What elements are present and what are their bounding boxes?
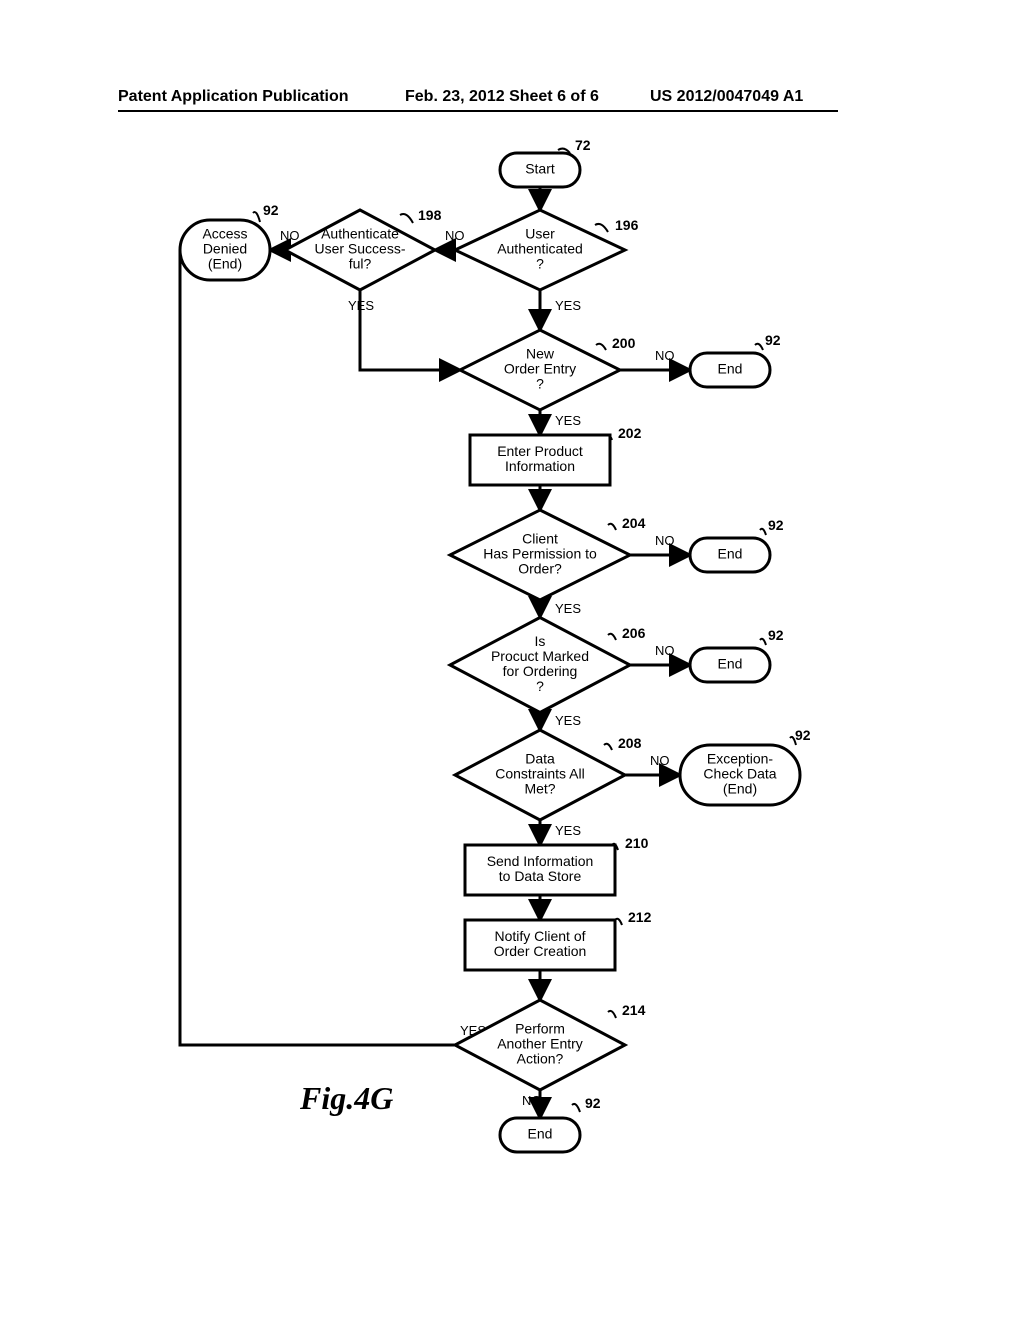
node-t92c: End 92 bbox=[690, 517, 784, 572]
svg-text:Authenticated: Authenticated bbox=[497, 241, 583, 257]
svg-text:Denied: Denied bbox=[203, 241, 247, 257]
svg-text:NO: NO bbox=[655, 348, 675, 363]
svg-text:206: 206 bbox=[622, 625, 646, 641]
svg-text:Order Creation: Order Creation bbox=[494, 943, 587, 959]
svg-text:Exception-: Exception- bbox=[707, 751, 773, 767]
svg-text:Action?: Action? bbox=[517, 1051, 564, 1067]
svg-text:NO: NO bbox=[280, 228, 300, 243]
node-t92a: AccessDenied(End) 92 bbox=[180, 202, 279, 280]
svg-text:NO: NO bbox=[445, 228, 465, 243]
svg-text:NO: NO bbox=[655, 533, 675, 548]
svg-text:Send Information: Send Information bbox=[487, 853, 594, 869]
svg-text:92: 92 bbox=[768, 627, 784, 643]
svg-text:End: End bbox=[718, 361, 743, 377]
node-p212: Notify Client ofOrder Creation 212 bbox=[465, 909, 652, 970]
node-t92f: End 92 bbox=[500, 1095, 601, 1152]
node-d206: IsProcuct Markedfor Ordering? 206 bbox=[450, 618, 646, 713]
svg-text:200: 200 bbox=[612, 335, 636, 351]
node-p202: Enter ProductInformation 202 bbox=[470, 425, 642, 485]
page: Patent Application Publication Feb. 23, … bbox=[0, 0, 1024, 1320]
svg-text:to Data Store: to Data Store bbox=[499, 868, 582, 884]
node-p210: Send Informationto Data Store 210 bbox=[465, 835, 649, 895]
svg-text:92: 92 bbox=[585, 1095, 601, 1111]
svg-text:198: 198 bbox=[418, 207, 442, 223]
node-d208: DataConstraints AllMet? 208 bbox=[455, 730, 642, 820]
svg-text:Is: Is bbox=[535, 633, 546, 649]
svg-text:User: User bbox=[525, 226, 555, 242]
svg-text:72: 72 bbox=[575, 137, 591, 153]
svg-text:User Success-: User Success- bbox=[314, 241, 405, 257]
node-d214: PerformAnother EntryAction? 214 bbox=[455, 1000, 646, 1090]
svg-text:YES: YES bbox=[555, 601, 581, 616]
node-t92d: End 92 bbox=[690, 627, 784, 682]
figure-label: Fig.4G bbox=[300, 1080, 393, 1117]
svg-text:Start: Start bbox=[525, 161, 555, 177]
svg-text:Check Data: Check Data bbox=[703, 766, 776, 782]
svg-text:Enter Product: Enter Product bbox=[497, 443, 583, 459]
svg-text:92: 92 bbox=[768, 517, 784, 533]
svg-text:ful?: ful? bbox=[349, 256, 372, 272]
svg-text:Data: Data bbox=[525, 751, 555, 767]
svg-text:92: 92 bbox=[263, 202, 279, 218]
svg-text:YES: YES bbox=[555, 413, 581, 428]
node-d196: UserAuthenticated? 196 bbox=[455, 210, 639, 290]
svg-text:Procuct Marked: Procuct Marked bbox=[491, 648, 589, 664]
svg-text:92: 92 bbox=[795, 727, 811, 743]
svg-text:202: 202 bbox=[618, 425, 642, 441]
svg-text:for Ordering: for Ordering bbox=[503, 663, 578, 679]
svg-text:?: ? bbox=[536, 256, 544, 272]
svg-text:208: 208 bbox=[618, 735, 642, 751]
node-d204: ClientHas Permission toOrder? 204 bbox=[450, 510, 646, 600]
svg-text:Authenticate: Authenticate bbox=[321, 226, 399, 242]
svg-text:YES: YES bbox=[555, 298, 581, 313]
node-t92b: End 92 bbox=[690, 332, 781, 387]
flowchart-svg: NONOYESYESNOYESNOYESNOYESNOYESYESNOStart… bbox=[0, 0, 1024, 1320]
svg-text:?: ? bbox=[536, 678, 544, 694]
svg-text:(End): (End) bbox=[208, 256, 242, 272]
svg-text:Client: Client bbox=[522, 531, 558, 547]
svg-text:End: End bbox=[718, 546, 743, 562]
svg-text:214: 214 bbox=[622, 1002, 646, 1018]
svg-text:New: New bbox=[526, 346, 555, 362]
svg-text:YES: YES bbox=[348, 298, 374, 313]
svg-text:NO: NO bbox=[650, 753, 670, 768]
svg-text:92: 92 bbox=[765, 332, 781, 348]
svg-text:Notify Client of: Notify Client of bbox=[494, 928, 585, 944]
svg-text:204: 204 bbox=[622, 515, 646, 531]
svg-text:Another Entry: Another Entry bbox=[497, 1036, 583, 1052]
svg-text:Constraints All: Constraints All bbox=[495, 766, 584, 782]
svg-text:196: 196 bbox=[615, 217, 639, 233]
svg-text:Order Entry: Order Entry bbox=[504, 361, 576, 377]
svg-text:Order?: Order? bbox=[518, 561, 562, 577]
svg-text:(End): (End) bbox=[723, 781, 757, 797]
node-d200: NewOrder Entry? 200 bbox=[460, 330, 636, 410]
node-d198: AuthenticateUser Success-ful? 198 bbox=[285, 207, 442, 290]
svg-text:212: 212 bbox=[628, 909, 652, 925]
svg-text:Met?: Met? bbox=[524, 781, 555, 797]
node-t92e: Exception-Check Data(End) 92 bbox=[680, 727, 811, 805]
svg-text:NO: NO bbox=[655, 643, 675, 658]
svg-text:NO: NO bbox=[522, 1093, 542, 1108]
svg-text:YES: YES bbox=[555, 823, 581, 838]
svg-text:End: End bbox=[718, 656, 743, 672]
svg-text:Access: Access bbox=[202, 226, 247, 242]
svg-text:Has Permission to: Has Permission to bbox=[483, 546, 597, 562]
svg-text:YES: YES bbox=[555, 713, 581, 728]
svg-text:End: End bbox=[528, 1126, 553, 1142]
svg-text:Perform: Perform bbox=[515, 1021, 565, 1037]
node-start: Start 72 bbox=[500, 137, 591, 187]
svg-text:Information: Information bbox=[505, 458, 575, 474]
svg-text:210: 210 bbox=[625, 835, 649, 851]
svg-text:?: ? bbox=[536, 376, 544, 392]
